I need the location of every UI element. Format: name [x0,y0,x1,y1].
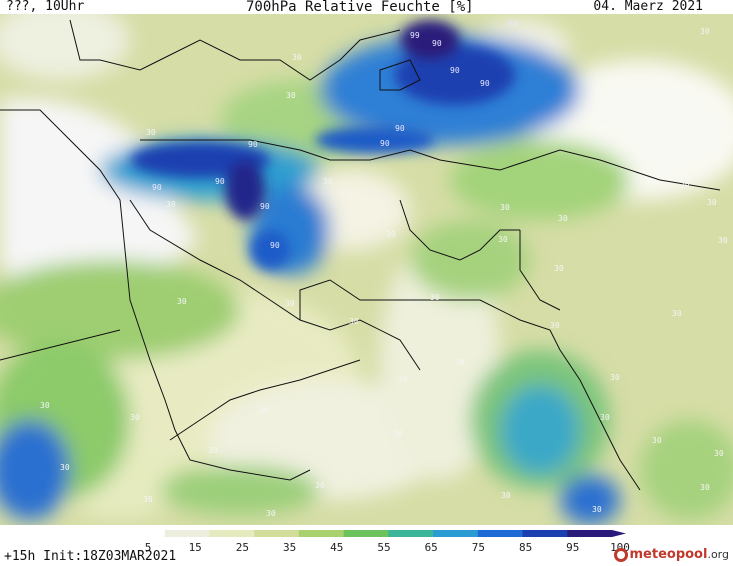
colorbar-swatch [567,530,613,537]
contour-label: 30 [315,481,325,490]
contour-label: 30 [208,446,218,455]
contour-label: 30 [146,128,156,137]
contour-label: 30 [600,117,610,126]
contour-label: 30 [600,413,610,422]
contour-label: 90 [450,66,460,75]
contour-label: 30 [500,203,510,212]
contour-label: 90 [380,139,390,148]
contour-label: 30 [680,179,690,188]
contour-label: 30 [323,177,333,186]
contour-label: 30 [292,53,302,62]
contour-label: 30 [707,198,717,207]
contour-label: 30 [501,491,511,500]
humidity-field: 90 99 90 90 90 90 90 90 90 90 90 90 30 30 30 30 30 30 30 30… [0,14,733,525]
colorbar-swatch [522,530,568,537]
colorbar-tick-label: 25 [236,541,249,554]
colorbar-swatch [388,530,434,537]
colorbar-swatch [477,530,524,537]
init-time-label: +15h Init:18Z03MAR2021 [4,549,177,564]
contour-label: 30 [177,297,187,306]
meteopool-logo-icon [613,547,628,562]
contour-label: 30 [652,436,662,445]
contour-label: 30 [718,236,728,245]
colorbar-tick-label: 35 [283,541,296,554]
colorbar-tick-label: 5 [145,541,152,554]
colorbar-tick-label: 55 [377,541,390,554]
contour-label: 30 [714,449,724,458]
contour-label: 30 [130,413,140,422]
contour-label: 30 [166,200,176,209]
contour-label: 30 [143,495,153,504]
colorbar-tick-label: 85 [519,541,532,554]
meteopool-logo: meteopool .org [613,547,729,562]
colorbar-swatch [343,530,389,537]
contour-label: 30 [554,264,564,273]
colorbar-swatch [209,530,255,537]
contour-label: 90 [260,202,270,211]
colorbar-tick-label: 65 [425,541,438,554]
contour-label: 90 [480,79,490,88]
forecast-date: 04. Maerz 2021 [593,0,703,14]
contour-label: 90 [215,177,225,186]
contour-label: 30 [558,214,568,223]
colorbar: 5152535455565758595100 [120,530,630,554]
contour-label: 90 [270,241,280,250]
colorbar-tick-label: 45 [330,541,343,554]
contour-label: 99 [410,31,420,40]
colorbar-swatch [298,530,345,537]
contour-label: 90 [432,39,442,48]
contour-label: 30 [610,373,620,382]
contour-label: 30 [550,321,560,330]
contour-label: 30 [398,375,408,384]
contour-label: 30 [60,463,70,472]
contour-label: 30 [700,483,710,492]
contour-label: 30 [266,509,276,518]
colorbar-tick-label: 15 [189,541,202,554]
contour-label: 90 [152,183,162,192]
colorbar-swatch [120,530,166,537]
contour-label: 30 [258,406,268,415]
contour-label: 30 [430,293,440,302]
contour-label: 30 [40,401,50,410]
coastlines [0,19,721,491]
logo-tld: .org [707,548,729,561]
colorbar-arrow [612,530,626,537]
map-title: 700hPa Relative Feuchte [%] [246,0,474,15]
contour-label: 30 [592,505,602,514]
contour-label: 90 [248,140,258,149]
contour-label: 30 [285,299,295,308]
colorbar-swatch [254,530,300,537]
contour-labels: 90 99 90 90 90 90 90 90 90 90 90 90 30 30 30 30 30 30 30 30… [40,19,728,518]
contour-label: 30 [498,235,508,244]
contour-label: 30 [393,429,403,438]
colorbar-tick-label: 95 [566,541,579,554]
contour-label: 90 [508,19,518,28]
contour-label: 30 [386,230,396,239]
contour-label: 30 [349,317,359,326]
valid-time-label: ???, 10Uhr [6,0,85,14]
contour-label: 30 [286,91,296,100]
colorbar-swatch [433,530,479,537]
contour-label: 30 [672,309,682,318]
logo-name: meteopool [629,547,708,562]
contour-label: 90 [395,124,405,133]
colorbar-tick-label: 75 [472,541,485,554]
contour-label: 30 [700,27,710,36]
contour-label: 30 [588,107,598,116]
colorbar-swatch [164,530,210,537]
contour-label: 30 [455,358,465,367]
